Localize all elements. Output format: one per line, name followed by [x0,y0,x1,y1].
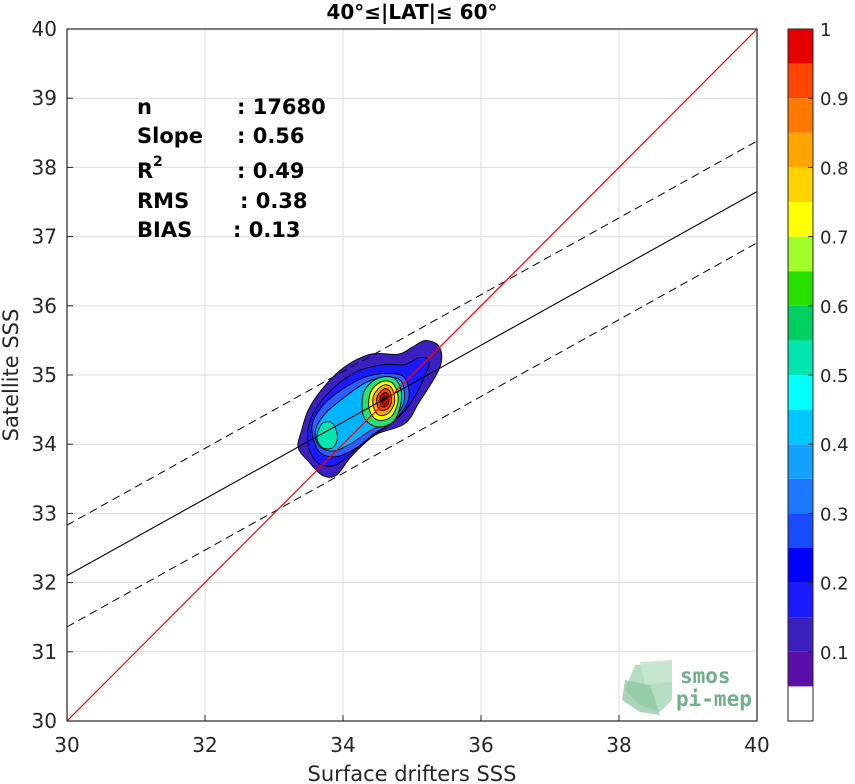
smos-pimep-logo: smos pi-mep [622,660,752,715]
colorbar-segment [788,236,813,272]
x-tick-label: 34 [330,733,355,757]
colorbar-segment [788,132,813,168]
colorbar-tick-label: 0.9 [820,89,849,110]
logo-line-2: pi-mep [676,687,752,711]
colorbar-segment [788,305,813,341]
colorbar-tick-label: 0.3 [820,504,849,525]
chart-title: 40°≤|LAT|≤ 60° [326,0,497,24]
stat-r2-label: R [137,159,153,183]
y-tick-label: 35 [32,363,57,387]
colorbar-segment [788,444,813,479]
y-tick-label: 33 [32,501,57,525]
stat-rms-label: RMS [137,189,189,213]
logo-wave-3 [640,660,672,685]
colorbar-tick-label: 0.1 [820,643,849,664]
density-contours [297,339,443,478]
stat-n-label: n [137,95,152,119]
confidence-line [67,140,757,526]
colorbar-tick-label: 0.4 [820,435,849,456]
colorbar-segment [788,63,813,99]
x-tick-label: 36 [468,733,493,757]
colorbar-segment [788,271,813,306]
y-tick-label: 37 [32,225,57,249]
y-tick-label: 38 [32,155,57,179]
colorbar-segment [788,582,813,618]
stat-slope-label: Slope [137,124,203,148]
colorbar-segment [788,548,813,583]
confidence-line [67,242,757,628]
colorbar-ticks: 0.1 0.2 0.3 0.4 0.5 0.6 0.7 0.8 0.9 1 [808,20,849,664]
stat-bias-label: BIAS [137,218,192,242]
colorbar-segment [788,409,813,445]
logo-line-1: smos [680,664,731,688]
colorbar-tick-label: 0.7 [820,228,849,249]
colorbar-tick-label: 0.2 [820,574,849,595]
colorbar-segment [788,375,813,410]
colorbar-segment [788,202,813,237]
reference-lines [67,29,757,721]
colorbar-segment [788,686,813,721]
colorbar-tick-label: 0.5 [820,366,849,387]
stat-rms-value: : 0.38 [240,189,308,213]
y-tick-label: 30 [32,709,57,733]
y-tick-label: 34 [32,432,57,456]
stat-slope-value: : 0.56 [237,124,305,148]
y-axis-label: Satellite SSS [0,309,23,442]
x-axis-label: Surface drifters SSS [308,762,517,784]
stats-block: n : 17680 Slope : 0.56 R 2 : 0.49 RMS : … [137,95,326,242]
regression-line [67,191,757,577]
colorbar-segment [788,98,813,133]
stat-r2-value: : 0.49 [237,159,305,183]
y-tick-label: 31 [32,640,57,664]
colorbar [788,29,813,721]
y-ticks: 30 31 32 33 34 35 36 37 38 39 40 [32,17,73,733]
colorbar-segment [788,340,813,375]
colorbar-segment [788,651,813,687]
y-tick-label: 39 [32,86,57,110]
colorbar-segment [788,29,813,64]
stat-r2-sup: 2 [153,154,163,170]
colorbar-segment [788,167,813,202]
y-tick-label: 32 [32,571,57,595]
colorbar-segment [788,478,813,514]
y-tick-label: 40 [32,17,57,41]
colorbar-segment [788,617,813,652]
logo-wave-2 [622,680,660,715]
colorbar-tick-label: 0.6 [820,297,849,318]
stat-bias-value: : 0.13 [233,218,301,242]
x-tick-label: 40 [744,733,769,757]
colorbar-tick-label: 1 [820,20,831,41]
colorbar-segment [788,513,813,548]
colorbar-tick-label: 0.8 [820,158,849,179]
stat-n-value: : 17680 [237,95,326,119]
x-ticks: 30 32 34 36 38 40 [54,715,770,757]
x-tick-label: 30 [54,733,79,757]
x-tick-label: 38 [606,733,631,757]
one-to-one-line [67,29,757,721]
x-tick-label: 32 [192,733,217,757]
y-tick-label: 36 [32,294,57,318]
